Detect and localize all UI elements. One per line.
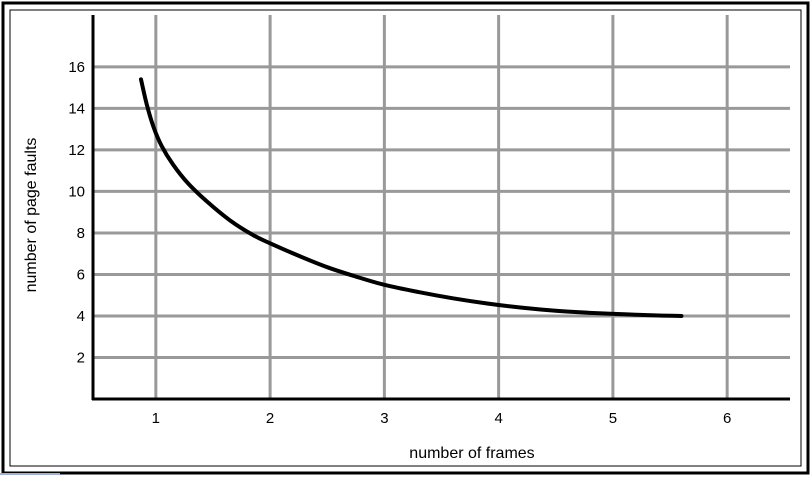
x-tick-label-6: 6	[723, 410, 731, 427]
y-tick-label-8: 8	[77, 225, 85, 242]
x-tick-label-2: 2	[266, 410, 274, 427]
x-tick-label-4: 4	[494, 410, 502, 427]
y-tick-label-4: 4	[77, 308, 85, 325]
x-tick-label-1: 1	[152, 410, 160, 427]
y-tick-label-16: 16	[68, 59, 85, 76]
x-tick-label-5: 5	[609, 410, 617, 427]
y-tick-label-12: 12	[68, 142, 85, 159]
y-tick-label-6: 6	[77, 266, 85, 283]
y-axis-title: number of page faults	[23, 138, 40, 293]
y-tick-label-10: 10	[68, 183, 85, 200]
y-tick-label-2: 2	[77, 349, 85, 366]
plot-area	[93, 15, 790, 399]
x-axis-title: number of frames	[409, 445, 534, 462]
x-tick-label-3: 3	[380, 410, 388, 427]
y-tick-label-14: 14	[68, 100, 85, 117]
inner-frame	[9, 9, 802, 467]
series-line-0	[138, 77, 684, 318]
